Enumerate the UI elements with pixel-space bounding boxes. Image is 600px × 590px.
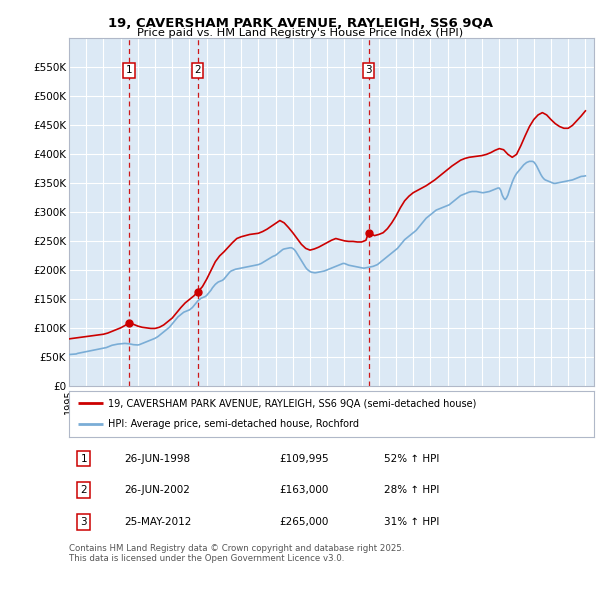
Text: £163,000: £163,000 (279, 486, 328, 495)
Text: 1: 1 (125, 65, 132, 76)
Text: 2: 2 (194, 65, 201, 76)
Text: 28% ↑ HPI: 28% ↑ HPI (384, 486, 439, 495)
Text: 2: 2 (80, 486, 87, 495)
Text: HPI: Average price, semi-detached house, Rochford: HPI: Average price, semi-detached house,… (109, 419, 359, 429)
Text: 1: 1 (80, 454, 87, 464)
Text: 26-JUN-2002: 26-JUN-2002 (124, 486, 190, 495)
Text: 19, CAVERSHAM PARK AVENUE, RAYLEIGH, SS6 9QA (semi-detached house): 19, CAVERSHAM PARK AVENUE, RAYLEIGH, SS6… (109, 398, 477, 408)
Text: 19, CAVERSHAM PARK AVENUE, RAYLEIGH, SS6 9QA: 19, CAVERSHAM PARK AVENUE, RAYLEIGH, SS6… (107, 17, 493, 30)
Text: £265,000: £265,000 (279, 517, 328, 527)
Text: 25-MAY-2012: 25-MAY-2012 (124, 517, 191, 527)
Text: 31% ↑ HPI: 31% ↑ HPI (384, 517, 439, 527)
Text: Price paid vs. HM Land Registry's House Price Index (HPI): Price paid vs. HM Land Registry's House … (137, 28, 463, 38)
Text: Contains HM Land Registry data © Crown copyright and database right 2025.
This d: Contains HM Land Registry data © Crown c… (69, 544, 404, 563)
Text: 52% ↑ HPI: 52% ↑ HPI (384, 454, 439, 464)
Text: 26-JUN-1998: 26-JUN-1998 (124, 454, 190, 464)
Text: 3: 3 (365, 65, 372, 76)
Text: £109,995: £109,995 (279, 454, 329, 464)
Text: 3: 3 (80, 517, 87, 527)
